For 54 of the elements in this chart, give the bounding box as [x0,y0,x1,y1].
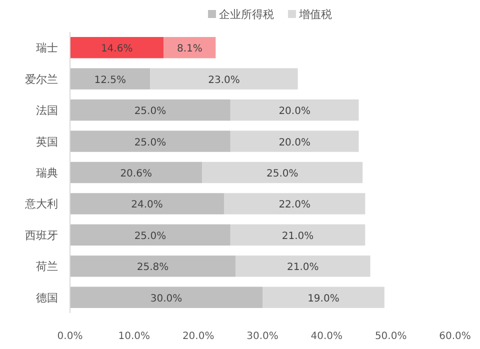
y-tick-label: 意大利 [24,198,58,211]
x-tick-label: 60.0% [439,331,471,342]
y-tick-label: 瑞典 [36,166,58,180]
bar [70,130,230,152]
bar [224,193,366,214]
legend-label: 增值税 [298,8,332,21]
y-tick-label: 荷兰 [36,260,58,274]
bar [70,36,164,58]
bar [262,286,384,308]
bar [70,193,224,214]
data-label: 8.1% [176,44,202,55]
y-tick-label: 德国 [36,291,58,304]
data-label: 24.0% [131,200,163,211]
bar [70,99,230,121]
legend-label: 企业所得税 [219,8,274,21]
y-tick-label: 瑞士 [36,42,58,55]
bar [70,286,262,308]
bar [236,256,370,277]
data-label: 20.0% [278,137,310,148]
data-label: 25.0% [134,230,166,242]
y-tick-label: 法国 [36,104,58,118]
bar [150,68,298,90]
data-label: 19.0% [308,293,340,304]
bar [70,68,150,90]
bar [230,130,359,152]
x-tick-label: 40.0% [310,331,343,342]
x-tick-label: 0.0% [57,331,83,342]
bar [70,224,230,246]
bar [70,162,202,184]
data-label: 20.6% [120,168,152,180]
data-label: 14.6% [100,44,133,55]
data-label: 25.8% [136,262,169,274]
x-tick-label: 20.0% [182,331,214,342]
x-tick-label: 50.0% [374,331,407,342]
data-label: 22.0% [278,200,310,211]
x-tick-label: 10.0% [118,331,150,342]
data-label: 25.0% [266,168,298,180]
data-label: 30.0% [150,293,182,304]
x-tick-label: 30.0% [246,331,278,342]
data-label: 23.0% [208,74,240,86]
bar [230,99,359,121]
y-tick-label: 英国 [36,135,58,148]
data-label: 12.5% [94,74,126,86]
data-label: 21.0% [287,262,319,274]
data-label: 20.0% [278,106,310,118]
data-label: 21.0% [282,230,314,242]
data-label: 25.0% [134,137,166,148]
bar [164,36,216,58]
y-tick-label: 爱尔兰 [25,72,58,86]
bar [202,162,363,184]
y-tick-label: 西班牙 [25,228,58,242]
bar [70,256,236,277]
bar [230,224,366,246]
data-label: 25.0% [134,106,166,118]
